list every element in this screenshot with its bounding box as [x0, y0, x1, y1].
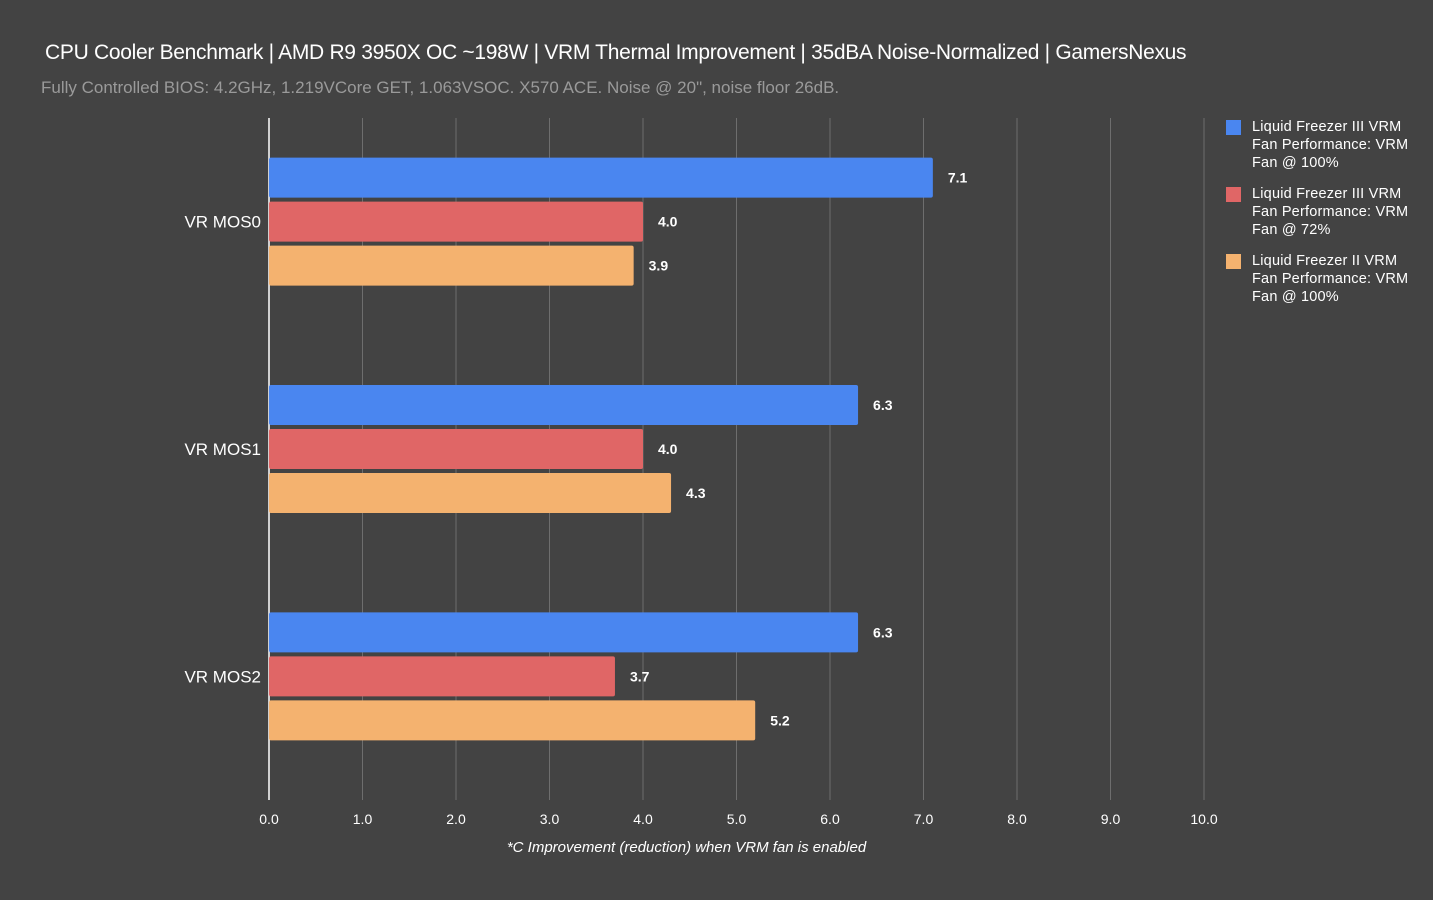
data-label: 4.0 [658, 214, 678, 230]
x-tick-label: 9.0 [1101, 811, 1121, 827]
bar [269, 385, 859, 425]
legend-swatch [1226, 120, 1241, 135]
bar [269, 245, 634, 286]
legend-item: Liquid Freezer II VRM Fan Performance: V… [1226, 252, 1426, 306]
bar [269, 700, 756, 741]
bar [269, 157, 933, 198]
category-label: VR MOS0 [184, 213, 261, 232]
data-label: 6.3 [873, 397, 893, 413]
data-label: 3.9 [649, 258, 669, 274]
chart-title: CPU Cooler Benchmark | AMD R9 3950X OC ~… [45, 41, 1187, 64]
legend: Liquid Freezer III VRM Fan Performance: … [1226, 118, 1426, 319]
legend-swatch [1226, 254, 1241, 269]
legend-item: Liquid Freezer III VRM Fan Performance: … [1226, 118, 1426, 172]
x-tick-label: 2.0 [446, 811, 466, 827]
x-axis-title: *C Improvement (reduction) when VRM fan … [507, 839, 867, 856]
x-tick-label: 10.0 [1190, 811, 1217, 827]
category-label: VR MOS2 [184, 667, 261, 686]
x-tick-label: 8.0 [1007, 811, 1027, 827]
data-label: 7.1 [948, 170, 968, 186]
x-tick-label: 7.0 [914, 811, 934, 827]
legend-item: Liquid Freezer III VRM Fan Performance: … [1226, 185, 1426, 239]
x-tick-label: 0.0 [259, 811, 279, 827]
data-label: 3.7 [630, 668, 650, 684]
legend-label: Liquid Freezer III VRM Fan Performance: … [1252, 119, 1409, 171]
legend-label: Liquid Freezer III VRM Fan Performance: … [1252, 186, 1409, 238]
x-tick-label: 6.0 [820, 811, 840, 827]
bar [269, 656, 615, 697]
data-label: 4.3 [686, 485, 706, 501]
x-tick-label: 1.0 [353, 811, 373, 827]
legend-label: Liquid Freezer II VRM Fan Performance: V… [1252, 253, 1409, 305]
data-label: 4.0 [658, 441, 678, 457]
bar [269, 612, 859, 653]
x-tick-label: 3.0 [540, 811, 560, 827]
data-label: 6.3 [873, 624, 893, 640]
data-label: 5.2 [770, 712, 790, 728]
bar [269, 429, 643, 469]
x-tick-label: 4.0 [633, 811, 653, 827]
legend-swatch [1226, 187, 1241, 202]
category-label: VR MOS1 [184, 440, 261, 459]
chart-subtitle: Fully Controlled BIOS: 4.2GHz, 1.219VCor… [41, 78, 840, 97]
bar [269, 201, 643, 242]
x-tick-label: 5.0 [727, 811, 747, 827]
bar [269, 473, 672, 513]
